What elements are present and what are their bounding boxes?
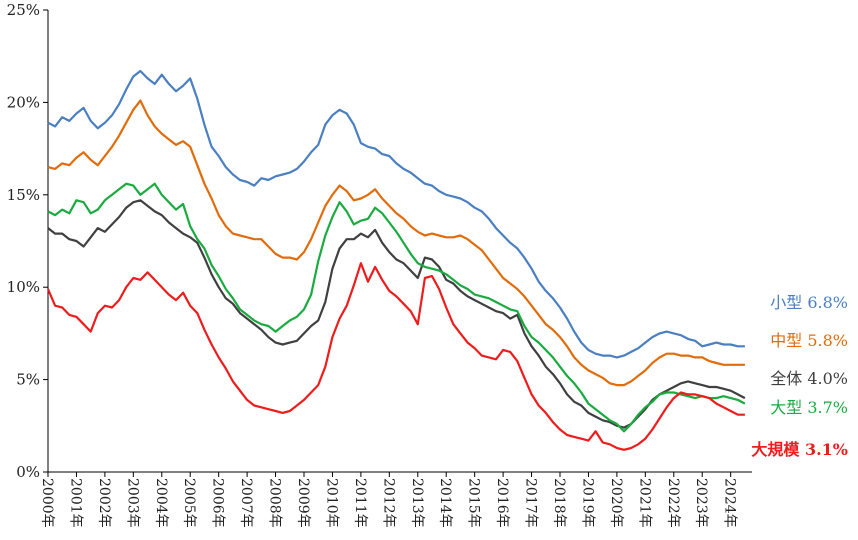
x-tick-label: 2003年 bbox=[124, 478, 140, 528]
series-end-labels: 小型 6.8%中型 5.8%全体 4.0%大型 3.7%大規模 3.1% bbox=[751, 293, 848, 459]
x-tick-label: 2024年 bbox=[722, 478, 738, 528]
series-end-label: 中型 5.8% bbox=[770, 331, 848, 350]
x-tick-label: 2006年 bbox=[210, 478, 226, 528]
x-tick-label: 2019年 bbox=[579, 478, 595, 528]
x-tick-label: 2020年 bbox=[608, 478, 624, 528]
series-end-value: 4.0% bbox=[807, 369, 848, 388]
series-end-value: 3.1% bbox=[805, 440, 848, 459]
series-name: 大型 bbox=[770, 398, 807, 417]
series-name: 全体 bbox=[770, 369, 807, 388]
x-tick-labels: 2000年 2001年 2002年 2003年 2004年 2005年 2006年 2007年… bbox=[39, 472, 738, 528]
x-tick-label: 2017年 bbox=[523, 478, 539, 528]
x-tick-label: 2023年 bbox=[693, 478, 709, 528]
x-tick-label: 2009年 bbox=[295, 478, 311, 528]
series-end-label: 全体 4.0% bbox=[770, 369, 848, 388]
x-tick-label: 2000年 bbox=[39, 478, 55, 528]
x-tick-label: 2014年 bbox=[437, 478, 453, 528]
x-tick-label: 2010年 bbox=[323, 478, 339, 528]
x-tick-label: 2022年 bbox=[665, 478, 681, 528]
y-tick-label: 15% bbox=[7, 186, 40, 204]
x-tick-label: 2021年 bbox=[636, 478, 652, 528]
x-tick-label: 2015年 bbox=[466, 478, 482, 528]
y-tick-label: 0% bbox=[16, 463, 40, 481]
series-end-label: 大規模 3.1% bbox=[751, 440, 848, 459]
series-end-label-text: 大規模 3.1% bbox=[751, 440, 848, 459]
series-name: 大規模 bbox=[751, 440, 805, 459]
x-tick-label: 2007年 bbox=[238, 478, 254, 528]
series-line-4 bbox=[46, 262, 745, 451]
x-tick-label: 2002年 bbox=[96, 478, 112, 528]
y-tick-label: 25% bbox=[7, 1, 40, 19]
x-tick-label: 2004年 bbox=[153, 478, 169, 528]
x-tick-label: 2013年 bbox=[409, 478, 425, 528]
y-tick-label: 5% bbox=[16, 371, 40, 389]
y-tick-label: 10% bbox=[7, 278, 40, 296]
series-end-label-text: 全体 4.0% bbox=[770, 369, 848, 388]
x-tick-label: 2001年 bbox=[67, 478, 83, 528]
series-end-label-text: 大型 3.7% bbox=[770, 398, 848, 417]
series-end-label-text: 小型 6.8% bbox=[770, 293, 848, 312]
series-name: 中型 bbox=[770, 331, 807, 350]
x-tick-label: 2005年 bbox=[181, 478, 197, 528]
x-tick-label: 2011年 bbox=[352, 478, 368, 528]
series-end-value: 3.7% bbox=[807, 398, 848, 417]
x-tick-label: 2016年 bbox=[494, 478, 510, 528]
series-name: 小型 bbox=[770, 293, 807, 312]
y-tick-label: 20% bbox=[7, 93, 40, 111]
x-tick-label: 2012年 bbox=[380, 478, 396, 528]
series-end-value: 6.8% bbox=[807, 293, 848, 312]
x-tick-label: 2018年 bbox=[551, 478, 567, 528]
y-tick-labels: 0% 5% 10% 15% 20% 25% bbox=[7, 1, 48, 481]
series-end-label-text: 中型 5.8% bbox=[770, 331, 848, 350]
x-tick-label: 2008年 bbox=[267, 478, 283, 528]
chart-axes bbox=[47, 10, 752, 473]
series-end-label: 大型 3.7% bbox=[770, 398, 848, 417]
series-line-0 bbox=[47, 69, 745, 359]
series-line-2 bbox=[47, 199, 746, 429]
series-end-label: 小型 6.8% bbox=[770, 293, 848, 312]
series-line-3 bbox=[47, 182, 746, 433]
series-line-1 bbox=[47, 99, 745, 387]
series-end-value: 5.8% bbox=[807, 331, 848, 350]
series-lines bbox=[46, 69, 746, 451]
